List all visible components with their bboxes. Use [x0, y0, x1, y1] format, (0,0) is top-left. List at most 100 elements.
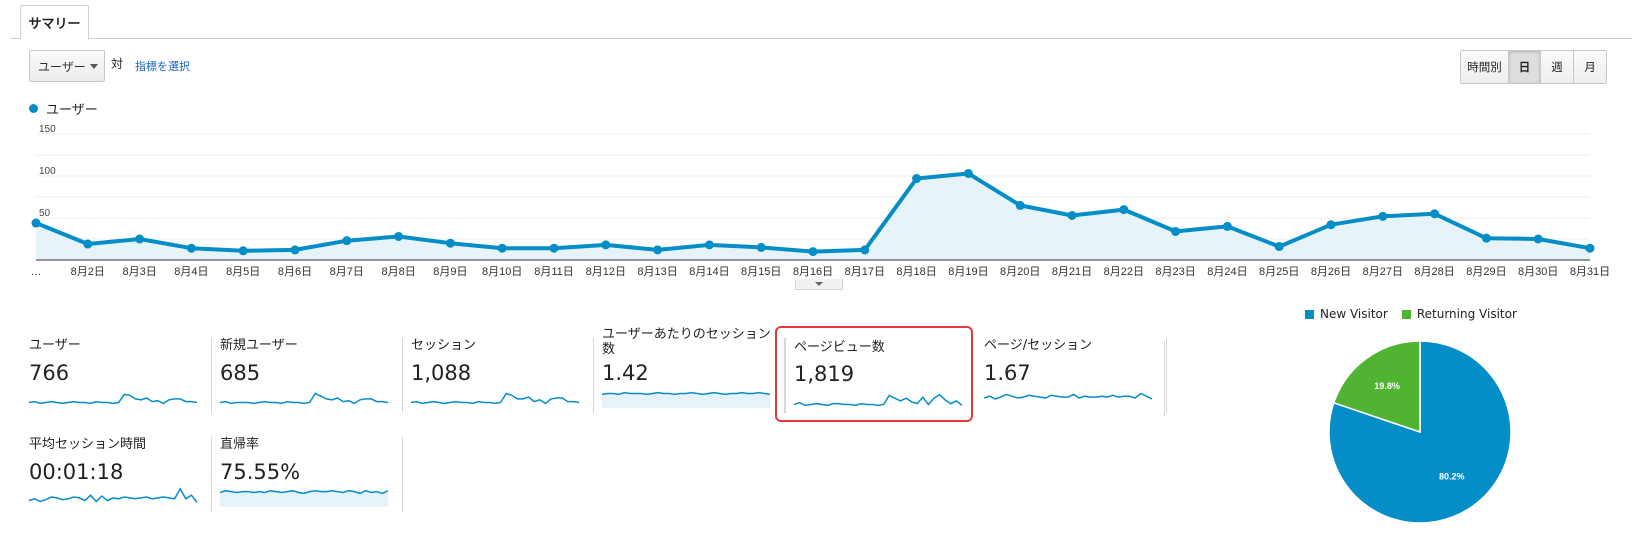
data-point[interactable]	[1119, 205, 1129, 215]
metric-tile[interactable]: ページ/セッション 1.67	[984, 338, 1167, 416]
metric-value: 1,088	[411, 361, 472, 385]
metric-label: ユーザーあたりのセッション数	[602, 327, 771, 357]
data-point[interactable]	[1222, 221, 1232, 231]
metric-label: 直帰率	[220, 437, 260, 452]
granularity-toggle: 時間別 日 週 月	[1460, 50, 1607, 84]
metric-value: 766	[29, 361, 70, 385]
metric-value: 00:01:18	[29, 460, 124, 484]
pie-slice-label: 80.2%	[1439, 471, 1465, 481]
sparkline-line	[794, 393, 962, 407]
sparkline-area	[602, 392, 770, 408]
sparkline-line	[29, 487, 197, 503]
sparkline-line	[220, 392, 388, 405]
users-line-chart: 150 100 50 … 8月2日 8月3日 8月4日 8月5日 8月6日 8月7日 8月8日 8月9…	[31, 124, 1611, 278]
series-color-dot	[29, 104, 38, 113]
data-point[interactable]	[549, 243, 559, 253]
metric-tile[interactable]: ユーザー 766	[29, 338, 212, 416]
data-point[interactable]	[186, 243, 196, 253]
data-point[interactable]	[290, 245, 300, 255]
data-point[interactable]	[1430, 209, 1440, 219]
metric-value: 685	[220, 361, 261, 385]
metric-tile[interactable]: セッション 1,088	[411, 338, 594, 416]
data-point[interactable]	[963, 168, 973, 178]
choose-metric-link[interactable]: 指標を選択	[135, 60, 190, 73]
metric-tile[interactable]: ユーザーあたりのセッション数 1.42	[602, 327, 785, 413]
x-tick-label: 8月27日	[1363, 266, 1403, 278]
metric-tile[interactable]: 直帰率 75.55%	[220, 437, 403, 515]
data-point[interactable]	[394, 231, 404, 241]
pie-legend-item-new: New Visitor	[1305, 307, 1388, 321]
data-point[interactable]	[1171, 226, 1181, 236]
y-tick-label: 150	[39, 124, 56, 135]
series-area	[36, 173, 1590, 260]
chart-collapse-handle[interactable]	[795, 279, 843, 290]
sparkline-area	[220, 490, 388, 507]
sparkline	[220, 489, 388, 507]
x-tick-label: 8月5日	[226, 266, 260, 278]
data-point[interactable]	[1533, 234, 1543, 244]
metric-label: 新規ユーザー	[220, 338, 298, 353]
data-point[interactable]	[31, 218, 41, 228]
data-point[interactable]	[1067, 210, 1077, 220]
pie-legend-label: Returning Visitor	[1416, 307, 1517, 321]
granularity-day-button[interactable]: 日	[1509, 51, 1541, 83]
sparkline	[794, 393, 962, 407]
granularity-month-button[interactable]: 月	[1574, 51, 1606, 83]
metric-tile[interactable]: 平均セッション時間 00:01:18	[29, 437, 212, 515]
sparkline	[602, 391, 770, 408]
data-point[interactable]	[342, 236, 352, 246]
metric-value: 1,819	[794, 362, 855, 386]
granularity-hourly-button[interactable]: 時間別	[1461, 51, 1509, 83]
granularity-week-button[interactable]: 週	[1541, 51, 1574, 83]
sparkline	[29, 393, 197, 405]
x-tick-label: 8月8日	[381, 266, 415, 278]
data-point[interactable]	[497, 243, 507, 253]
metric-label: ユーザー	[29, 338, 81, 353]
data-point[interactable]	[860, 245, 870, 255]
metric-select-value: ユーザー	[38, 59, 86, 74]
metric-tile[interactable]: ページビュー数 1,819	[775, 326, 973, 422]
data-point[interactable]	[756, 242, 766, 252]
x-tick-label: 8月29日	[1466, 266, 1506, 278]
pie-legend-item-returning: Returning Visitor	[1401, 307, 1517, 321]
data-point[interactable]	[1481, 233, 1491, 243]
x-tick-label: 8月21日	[1052, 266, 1092, 278]
pie-legend-label: New Visitor	[1320, 307, 1388, 321]
x-tick-label: 8月17日	[845, 266, 885, 278]
pie-slice-label: 19.8%	[1374, 381, 1400, 391]
x-tick-label: 8月23日	[1155, 266, 1195, 278]
x-tick-label: 8月30日	[1518, 266, 1558, 278]
data-point[interactable]	[1585, 243, 1595, 253]
x-tick-label: 8月7日	[330, 266, 364, 278]
metric-label: 平均セッション時間	[29, 437, 147, 452]
tab-summary[interactable]: サマリー	[20, 5, 89, 40]
tile-separator	[784, 338, 785, 413]
series-name: ユーザー	[46, 103, 98, 118]
data-point[interactable]	[653, 245, 663, 255]
data-point[interactable]	[1326, 220, 1336, 230]
data-point[interactable]	[808, 247, 818, 257]
x-tick-label: 8月28日	[1414, 266, 1454, 278]
data-point[interactable]	[912, 174, 922, 184]
data-point[interactable]	[83, 239, 93, 249]
data-point[interactable]	[1015, 200, 1025, 210]
data-point[interactable]	[445, 238, 455, 248]
data-point[interactable]	[135, 234, 145, 244]
data-point[interactable]	[704, 240, 714, 250]
metric-select[interactable]: ユーザー	[29, 50, 105, 82]
sparkline-line	[220, 489, 388, 495]
x-tick-label: 8月19日	[948, 266, 988, 278]
data-point[interactable]	[1274, 242, 1284, 252]
x-tick-label: 8月2日	[71, 266, 105, 278]
data-point[interactable]	[1378, 211, 1388, 221]
tile-separator	[785, 338, 786, 413]
chevron-down-icon	[90, 64, 98, 69]
x-tick-label: 8月13日	[637, 266, 677, 278]
metric-tile[interactable]: 新規ユーザー 685	[220, 338, 403, 416]
data-point[interactable]	[601, 240, 611, 250]
tile-separator	[211, 338, 212, 413]
versus-label: 対	[111, 57, 124, 71]
chart-legend: ユーザー	[29, 99, 98, 118]
data-point[interactable]	[238, 246, 248, 256]
pie-slice[interactable]	[1332, 340, 1421, 434]
